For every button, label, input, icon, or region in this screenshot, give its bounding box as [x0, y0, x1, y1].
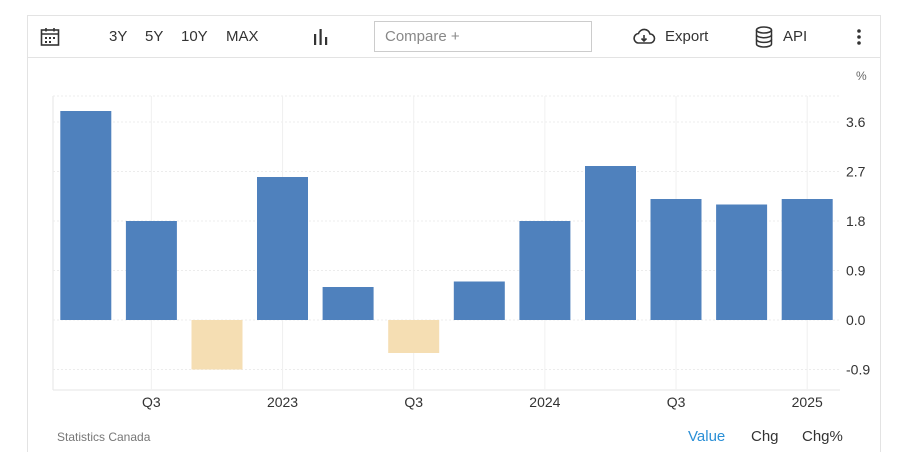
- y-tick-label: 1.8: [846, 213, 866, 229]
- unit-label: %: [856, 69, 867, 83]
- y-tick-label: 0.9: [846, 263, 866, 279]
- bar[interactable]: [519, 221, 571, 320]
- bar[interactable]: [650, 199, 702, 320]
- bar[interactable]: [453, 281, 505, 321]
- chart-type-icon[interactable]: [312, 28, 330, 46]
- bar[interactable]: [257, 177, 308, 320]
- x-tick-label: 2023: [267, 394, 298, 410]
- more-options-icon[interactable]: [856, 28, 862, 46]
- cloud-download-icon[interactable]: [632, 27, 656, 47]
- y-tick-label: 0.0: [846, 312, 866, 328]
- y-tick-label: 2.7: [846, 164, 866, 180]
- bar[interactable]: [388, 320, 440, 353]
- range-max-button[interactable]: MAX: [226, 28, 259, 45]
- bar[interactable]: [60, 111, 112, 320]
- x-tick-label: Q3: [404, 394, 423, 410]
- bar[interactable]: [781, 199, 833, 320]
- calendar-icon[interactable]: [40, 27, 60, 47]
- y-tick-label: 3.6: [846, 114, 866, 130]
- x-tick-label: 2025: [792, 394, 823, 410]
- database-icon[interactable]: [755, 26, 773, 48]
- percent-change-mode-button[interactable]: Chg%: [802, 428, 843, 445]
- y-tick-label: -0.9: [846, 362, 870, 378]
- range-3y-button[interactable]: 3Y: [109, 28, 128, 45]
- api-button[interactable]: API: [783, 28, 808, 45]
- bar[interactable]: [585, 166, 636, 320]
- bar[interactable]: [322, 287, 374, 320]
- range-10y-button[interactable]: 10Y: [181, 28, 208, 45]
- source-label: Statistics Canada: [57, 430, 151, 444]
- x-tick-label: Q3: [667, 394, 686, 410]
- x-tick-label: Q3: [142, 394, 161, 410]
- bar[interactable]: [716, 204, 768, 321]
- x-tick-label: 2024: [529, 394, 560, 410]
- change-mode-button[interactable]: Chg: [751, 428, 779, 445]
- bar[interactable]: [125, 221, 177, 320]
- compare-input[interactable]: Compare +: [374, 21, 592, 52]
- value-mode-button[interactable]: Value: [688, 428, 726, 445]
- bar[interactable]: [191, 320, 243, 370]
- export-button[interactable]: Export: [665, 28, 709, 45]
- range-5y-button[interactable]: 5Y: [145, 28, 164, 45]
- chart-toolbar: 3Y 5Y 10Y MAX Compare + Export API: [27, 15, 881, 58]
